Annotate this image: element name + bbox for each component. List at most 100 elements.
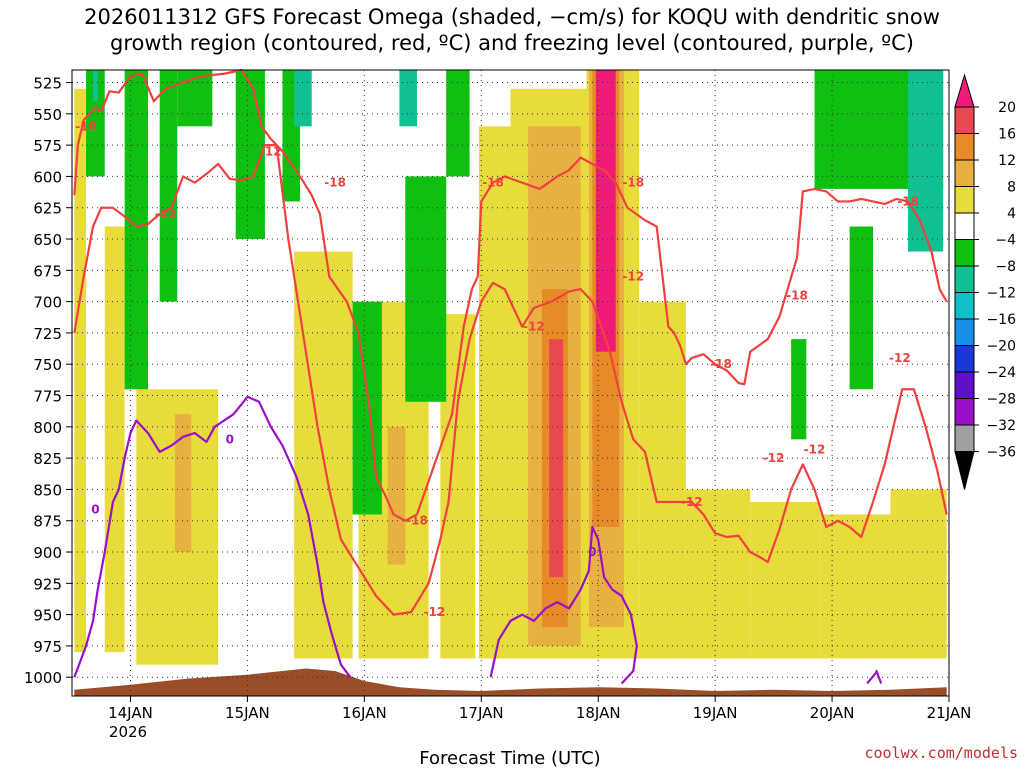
colorbar-label: −16 [986, 312, 1016, 328]
y-tick-label: 950 [33, 607, 62, 625]
freezing-contour-label: 0 [91, 502, 99, 516]
dgz-contour-label: -18 [406, 514, 428, 528]
colorbar-segment [954, 424, 975, 452]
dgz-contour-line [73, 144, 948, 616]
colorbar-label: 16 [998, 127, 1016, 143]
contour-label-layer: -18 -12 -12 -18 -18 -12 -18 -12 -18 -12 -18 -12 -12 -… [75, 119, 919, 619]
y-tick-label: 725 [33, 325, 62, 343]
colorbar-segment [954, 212, 975, 240]
omega-cell [549, 339, 564, 578]
colorbar-segment [954, 159, 975, 187]
y-tick-label: 825 [33, 450, 62, 468]
dgz-contour-label: -12 [424, 605, 446, 619]
omega-cell [159, 70, 178, 302]
x-tick-label: 19JAN [693, 704, 738, 722]
y-tick-label: 675 [33, 262, 62, 280]
x-tick-label: 18JAN [576, 704, 621, 722]
omega-cell [387, 426, 406, 565]
x-axis-title: Forecast Time (UTC) [419, 748, 600, 768]
dgz-contour-label: -12 [889, 351, 911, 365]
x-tick-label: 15JAN [225, 704, 270, 722]
y-tick-label: 775 [33, 388, 62, 406]
colorbar-label: −8 [995, 259, 1016, 275]
omega-cell [750, 501, 821, 659]
dgz-contour-label: -18 [897, 194, 919, 208]
colorbar-segment [954, 186, 975, 214]
omega-cell [124, 70, 149, 390]
colorbar-segment [954, 398, 975, 426]
omega-cell [405, 176, 447, 402]
title-line-2: growth region (contoured, red, ºC) and f… [110, 31, 914, 55]
dgz-contour-label: -12 [260, 144, 282, 158]
omega-cell [399, 70, 417, 127]
x-year-label: 2026 [109, 723, 147, 741]
y-tick-label: 650 [33, 231, 62, 249]
colorbar-top-triangle [954, 73, 975, 108]
omega-cell [849, 226, 873, 390]
dgz-contour-label: -18 [786, 288, 808, 302]
x-tick-label: 16JAN [342, 704, 387, 722]
omega-cell [639, 301, 686, 659]
omega-cell [294, 70, 312, 127]
dgz-contour-label: -18 [324, 176, 346, 190]
colorbar-label: 8 [1007, 180, 1016, 196]
y-tick-label: 525 [33, 75, 62, 93]
dgz-contour-label: -18 [75, 119, 97, 133]
colorbar-label: −32 [986, 418, 1016, 434]
omega-cell [446, 70, 470, 177]
freezing-contour-line [489, 525, 638, 685]
y-tick-label: 600 [33, 168, 62, 186]
omega-cell [595, 70, 616, 352]
x-axis: 14JAN 15JAN 16JAN 17JAN 18JAN 19JAN 20JAN 21JAN [108, 696, 971, 722]
omega-cell [820, 514, 891, 659]
dgz-contour-label: -18 [622, 176, 644, 190]
y-tick-label: 975 [33, 638, 62, 656]
colorbar: 20 16 12 8 4 −4 −8 −12 −16 −20 −24 −28 −32 −36 [954, 73, 1016, 490]
x-tick-label: 17JAN [459, 704, 504, 722]
title-line-1: 2026011312 GFS Forecast Omega (shaded, −… [84, 5, 940, 29]
colorbar-bottom-triangle [954, 451, 975, 490]
x-tick-label: 20JAN [810, 704, 855, 722]
colorbar-segment [954, 239, 975, 267]
colorbar-label: 4 [1007, 206, 1016, 222]
colorbar-label: 20 [998, 100, 1016, 116]
omega-cell [478, 126, 511, 659]
y-tick-label: 1000 [24, 669, 62, 687]
y-tick-label: 900 [33, 544, 62, 562]
colorbar-label: −12 [986, 286, 1016, 302]
omega-cell [104, 226, 125, 653]
dgz-contour-label: -18 [482, 176, 504, 190]
terrain-layer [74, 668, 947, 696]
x-tick-label: 21JAN [927, 704, 972, 722]
credit-text: coolwx.com/models [864, 744, 1018, 762]
omega-cell [74, 88, 87, 653]
colorbar-label: −36 [986, 445, 1016, 461]
omega-cell [93, 70, 98, 102]
dgz-contour-label: -12 [763, 451, 785, 465]
dgz-contour-label: -12 [622, 270, 644, 284]
y-tick-label: 625 [33, 200, 62, 218]
grid-layer [72, 70, 949, 696]
y-axis: 525 550 575 600 625 650 675 700 725 750 775 800 825 8… [24, 75, 72, 687]
colorbar-segment [954, 106, 975, 134]
y-tick-label: 875 [33, 513, 62, 531]
colorbar-segment [954, 265, 975, 293]
omega-cell [174, 414, 192, 553]
y-tick-label: 750 [33, 356, 62, 374]
freezing-contour-label: 0 [226, 432, 234, 446]
colorbar-label: −28 [986, 392, 1016, 408]
y-tick-label: 925 [33, 575, 62, 593]
colorbar-label: −20 [986, 339, 1016, 355]
colorbar-label: 12 [998, 153, 1016, 169]
colorbar-segment [954, 345, 975, 373]
x-tick-label: 14JAN [108, 704, 153, 722]
contour-layer [73, 68, 948, 685]
colorbar-segment [954, 133, 975, 161]
omega-cell [890, 489, 947, 659]
omega-cell [685, 489, 751, 659]
colorbar-label: −24 [986, 365, 1016, 381]
colorbar-segment [954, 371, 975, 399]
y-tick-label: 700 [33, 294, 62, 312]
colorbar-segment [954, 292, 975, 320]
